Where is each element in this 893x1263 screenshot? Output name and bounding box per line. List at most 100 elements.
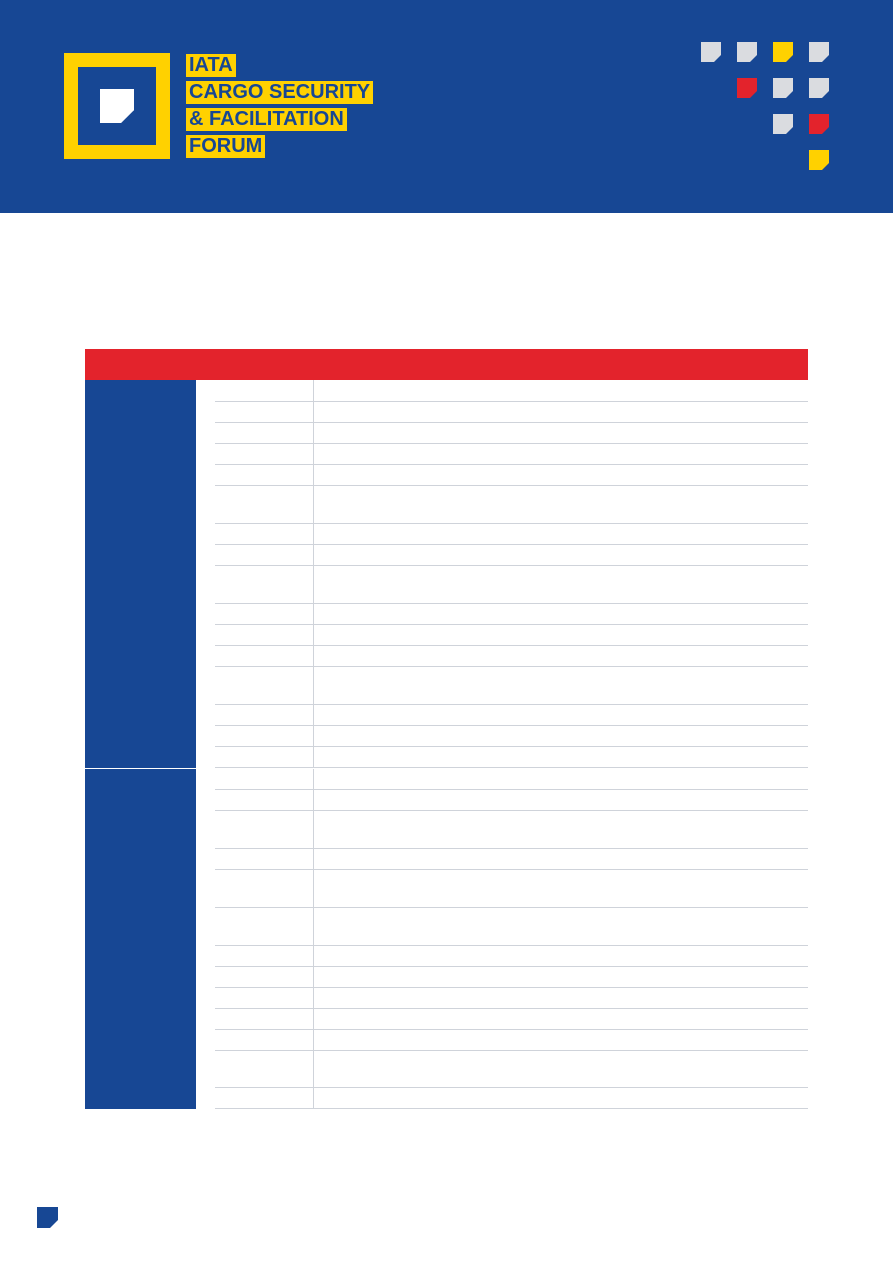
row-cell-label [215, 705, 314, 725]
table-row [215, 1088, 808, 1109]
row-cell-value [314, 444, 808, 464]
row-cell-label [215, 726, 314, 746]
folded-square-icon [773, 78, 793, 98]
folded-square-icon [773, 114, 793, 134]
row-cell-value [314, 1051, 808, 1087]
row-cell-value [314, 769, 808, 789]
row-cell-value [314, 667, 808, 704]
table-row [215, 423, 808, 444]
table-row [215, 1051, 808, 1088]
row-cell-value [314, 646, 808, 666]
row-cell-label [215, 870, 314, 907]
row-cell-value [314, 465, 808, 485]
row-cell-value [314, 705, 808, 725]
table-row [215, 545, 808, 566]
folded-square-icon [737, 78, 757, 98]
row-cell-label [215, 524, 314, 544]
row-cell-label [215, 988, 314, 1008]
row-cell-value [314, 946, 808, 966]
row-cell-value [314, 545, 808, 565]
table-row [215, 870, 808, 908]
row-cell-label [215, 646, 314, 666]
table-row [215, 604, 808, 625]
row-cell-value [314, 849, 808, 869]
table-row [215, 1009, 808, 1030]
row-cell-value [314, 604, 808, 624]
title-line-3: & FACILITATION [186, 108, 347, 131]
row-cell-label [215, 747, 314, 767]
table-row [215, 625, 808, 646]
row-cell-label [215, 946, 314, 966]
row-cell-value [314, 1009, 808, 1029]
table-row [215, 790, 808, 811]
row-cell-value [314, 988, 808, 1008]
row-cell-value [314, 566, 808, 603]
row-cell-label [215, 1009, 314, 1029]
table-row [215, 726, 808, 747]
row-cell-label [215, 486, 314, 523]
row-cell-value [314, 423, 808, 443]
title-line-1: IATA [186, 54, 236, 77]
row-cell-label [215, 566, 314, 603]
row-cell-label [215, 811, 314, 848]
row-cell-label [215, 625, 314, 645]
table-row [215, 646, 808, 667]
group-rows-1 [196, 380, 808, 768]
note-square-icon [100, 89, 134, 123]
row-cell-label [215, 1088, 314, 1108]
logo-frame [64, 53, 170, 159]
table-row [215, 486, 808, 524]
folded-square-icon [809, 150, 829, 170]
row-cell-label [215, 604, 314, 624]
row-cell-value [314, 967, 808, 987]
row-cell-value [314, 1030, 808, 1050]
table-row [215, 946, 808, 967]
folded-square-icon [809, 78, 829, 98]
row-cell-label [215, 769, 314, 789]
folded-square-icon [809, 42, 829, 62]
row-cell-label [215, 465, 314, 485]
row-cell-value [314, 811, 808, 848]
table-row [215, 967, 808, 988]
table-row [215, 908, 808, 946]
table-row [215, 667, 808, 705]
row-cell-value [314, 726, 808, 746]
title-line-2: CARGO SECURITY [186, 81, 374, 104]
table-row [215, 402, 808, 423]
page-corner-icon [37, 1207, 58, 1228]
table-row [215, 849, 808, 870]
group-label-1 [85, 380, 196, 768]
row-cell-value [314, 1088, 808, 1108]
row-cell-label [215, 1051, 314, 1087]
row-cell-value [314, 402, 808, 422]
table-header-bar [85, 349, 808, 380]
row-cell-value [314, 747, 808, 767]
page-header: IATA CARGO SECURITY & FACILITATION FORUM [0, 0, 893, 213]
row-cell-label [215, 423, 314, 443]
table-row [215, 988, 808, 1009]
folded-square-icon [737, 42, 757, 62]
table-row [215, 747, 808, 768]
folded-square-icon [773, 42, 793, 62]
table-group-2 [85, 769, 808, 1110]
table-row [215, 705, 808, 726]
title-line-4: FORUM [186, 135, 266, 158]
table-row [215, 380, 808, 402]
row-cell-label [215, 545, 314, 565]
row-cell-label [215, 444, 314, 464]
table-row [215, 769, 808, 790]
table-row [215, 465, 808, 486]
table-row [215, 1030, 808, 1051]
table-row [215, 444, 808, 465]
table-group-1 [85, 380, 808, 769]
row-cell-value [314, 380, 808, 401]
row-cell-label [215, 790, 314, 810]
row-cell-label [215, 908, 314, 945]
row-cell-label [215, 1030, 314, 1050]
group-rows-2 [196, 769, 808, 1109]
row-cell-label [215, 402, 314, 422]
row-cell-value [314, 790, 808, 810]
table-row [215, 811, 808, 849]
row-cell-value [314, 524, 808, 544]
table-row [215, 566, 808, 604]
